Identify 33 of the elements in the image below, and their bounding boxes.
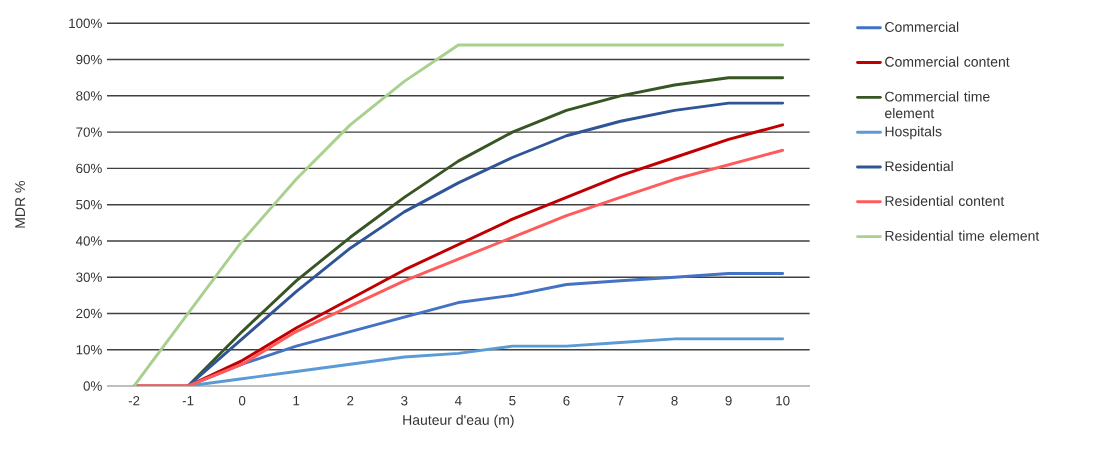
legend-label: Commercial time element xyxy=(885,91,990,119)
x-tick-label: 0 xyxy=(238,396,246,406)
legend-label: Commercial content xyxy=(885,56,1010,67)
y-tick-label: 0% xyxy=(83,381,102,391)
y-tick-label: 20% xyxy=(76,308,102,319)
x-tick-label: 9 xyxy=(725,396,732,406)
x-tick-label: -1 xyxy=(182,396,194,406)
y-tick-label: 60% xyxy=(76,163,102,174)
y-tick-label: 10% xyxy=(76,345,102,355)
legend-label: Residential content xyxy=(885,195,1005,207)
x-tick-label: 7 xyxy=(617,396,624,406)
x-tick-label: 6 xyxy=(563,396,570,406)
legend-label: Hospitals xyxy=(885,126,942,140)
x-tick-label: 5 xyxy=(509,396,516,406)
x-tick-label: 1 xyxy=(293,396,300,406)
legend-label: Residential time element xyxy=(885,230,1040,241)
y-tick-label: 100% xyxy=(69,18,102,29)
y-tick-label: 70% xyxy=(76,127,102,137)
x-tick-label: 10 xyxy=(776,396,790,406)
x-tick-label: 3 xyxy=(401,396,408,406)
y-tick-label: 80% xyxy=(76,91,102,101)
y-tick-label: 30% xyxy=(76,272,102,282)
y-axis-title: MDR % xyxy=(15,181,26,228)
legend-label: Commercial xyxy=(885,21,959,32)
x-tick-label: -2 xyxy=(128,396,140,406)
x-tick-label: 4 xyxy=(454,396,462,406)
y-tick-label: 40% xyxy=(75,236,102,246)
x-axis-title: Hauteur d'eau (m) xyxy=(403,414,514,428)
x-tick-label: 8 xyxy=(671,396,678,406)
y-tick-label: 50% xyxy=(76,199,102,210)
legend-label: Residential xyxy=(885,160,953,172)
y-tick-label: 90% xyxy=(76,54,102,65)
x-tick-label: 2 xyxy=(347,396,354,406)
